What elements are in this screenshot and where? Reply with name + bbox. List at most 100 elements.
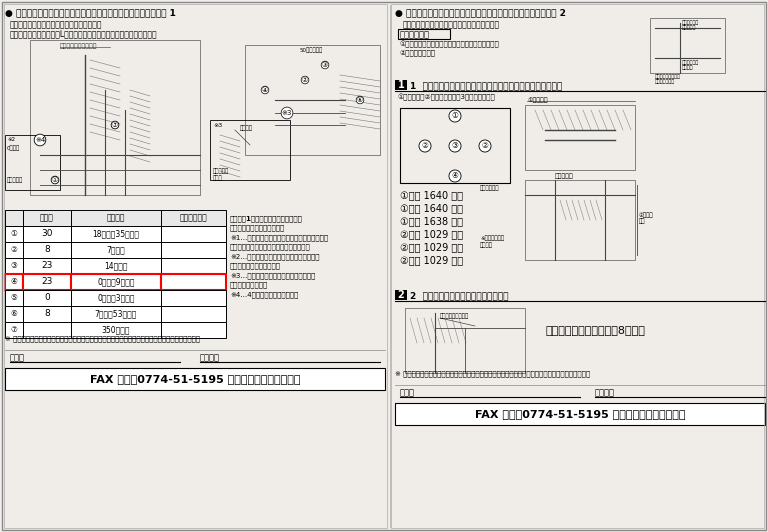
Text: サッシ枠の端からの: サッシ枠の端からの [655, 74, 681, 79]
Text: ※2: ※2 [7, 137, 15, 142]
Text: 7㎜以上: 7㎜以上 [107, 245, 125, 254]
Text: お名前: お名前 [400, 388, 415, 397]
Bar [71, 242, 161, 258]
Text: ①内のり幅: ①内のり幅 [527, 97, 548, 103]
Text: ※ 寸法は、スチール製（ステンレス製）メジャーで測ってください。（手巻用はやめてください。）: ※ 寸法は、スチール製（ステンレス製）メジャーで測ってください。（手巻用はやめて… [5, 335, 200, 342]
Text: ①: ① [52, 177, 58, 183]
Text: 内のり幅: 内のり幅 [682, 65, 694, 70]
Bar [23, 242, 71, 258]
Text: ※雨戸下レール: ※雨戸下レール [480, 235, 504, 240]
Text: 今お使いのサッシの各種寸法を測りましょう。: 今お使いのサッシの各種寸法を測りましょう。 [403, 20, 500, 29]
Text: ①上（ 1640 ）㎜: ①上（ 1640 ）㎜ [400, 190, 463, 200]
Bar [395, 403, 765, 425]
Bar [5, 274, 23, 290]
Text: 左記表に1つでも不適合がある場合は: 左記表に1つでも不適合がある場合は [230, 215, 303, 222]
Bar [161, 290, 226, 306]
Text: 左たて枠: 左たて枠 [240, 125, 253, 130]
Bar [210, 120, 290, 180]
Text: ※3: ※3 [282, 110, 292, 116]
Text: ⑥: ⑥ [357, 97, 363, 103]
Bar [5, 258, 23, 274]
Text: ②右（ 1029 ）㎜: ②右（ 1029 ）㎜ [400, 255, 463, 265]
Text: 1: 1 [398, 80, 405, 90]
Bar [23, 210, 71, 226]
Text: 2: 2 [398, 290, 405, 300]
Text: 雨戸上レール: 雨戸上レール [480, 185, 499, 190]
Text: 雨戸レール: 雨戸レール [7, 177, 23, 182]
Bar [405, 308, 525, 373]
Text: 【室外側】: 【室外側】 [555, 173, 574, 179]
Bar [5, 290, 23, 306]
Text: 8: 8 [44, 310, 50, 319]
Text: 雨戸レールの: 雨戸レールの [682, 60, 699, 65]
Text: ②左（ 1029 ）㎜: ②左（ 1029 ）㎜ [400, 229, 463, 239]
Text: ②: ② [482, 142, 488, 151]
Text: 内のり高さ: 内のり高さ [682, 25, 697, 30]
Bar [23, 322, 71, 338]
Text: ③: ③ [11, 262, 18, 270]
Bar [400, 108, 510, 183]
Text: 1  サッシ枠の雨戸レールの内のり幅と内のり高さを測ります: 1 サッシ枠の雨戸レールの内のり幅と内のり高さを測ります [410, 81, 562, 90]
Text: ・本商品は半外付け引違いサッシ専用です。: ・本商品は半外付け引違いサッシ専用です。 [10, 20, 102, 29]
Text: 30: 30 [41, 229, 53, 238]
Bar [161, 274, 226, 290]
Bar [71, 226, 161, 242]
Text: ①内のり幅・②内のり高さを各3ヶ所測ります。: ①内のり幅・②内のり高さを各3ヶ所測ります。 [398, 94, 496, 101]
Text: の上端: の上端 [480, 242, 493, 247]
Text: 0㎜以下: 0㎜以下 [7, 145, 20, 151]
Text: 本商品を取付けできません。: 本商品を取付けできません。 [230, 225, 285, 231]
Text: 注文番号: 注文番号 [595, 388, 615, 397]
Text: ③: ③ [322, 62, 328, 68]
Text: 2  外壁からサッシ枠の出幅を測ります: 2 外壁からサッシ枠の出幅を測ります [410, 291, 508, 300]
Text: 規定寸法: 規定寸法 [107, 213, 125, 222]
Text: 50㎜以上必要: 50㎜以上必要 [300, 47, 323, 53]
Text: 場合は取付できません。: 場合は取付できません。 [230, 262, 281, 269]
Text: 18㎜以上35㎜以下: 18㎜以上35㎜以下 [92, 229, 140, 238]
Text: ④: ④ [452, 171, 458, 180]
Bar [5, 322, 23, 338]
Text: ⑦: ⑦ [112, 122, 118, 128]
Bar [650, 18, 725, 73]
Bar [161, 210, 226, 226]
Text: ①下（ 1638 ）㎜: ①下（ 1638 ）㎜ [400, 216, 463, 226]
Bar [398, 29, 450, 39]
Text: 23: 23 [41, 262, 53, 270]
Text: ※3: ※3 [213, 123, 222, 128]
Bar [5, 368, 385, 390]
Text: ※3…左たて枠、戸当り部品がある場合は: ※3…左たて枠、戸当り部品がある場合は [230, 272, 316, 279]
Text: ②サッシ枠の出幅: ②サッシ枠の出幅 [400, 49, 436, 56]
Text: ④: ④ [11, 278, 18, 287]
Text: ⑤: ⑤ [11, 294, 18, 303]
Text: 7㎜以上53㎜以下: 7㎜以上53㎜以下 [94, 310, 137, 319]
Text: サッシ枠の出幅寸法（　8　）㎜: サッシ枠の出幅寸法（ 8 ）㎜ [545, 325, 645, 335]
Text: 取付できません。: 取付できません。 [230, 281, 268, 288]
Bar [71, 258, 161, 274]
Text: ※1…下枠の雨戸レールの内から出しが、たて枠: ※1…下枠の雨戸レールの内から出しが、たて枠 [230, 234, 328, 240]
Text: FAX 番号：0774-51-5195 にそのまま送信ください: FAX 番号：0774-51-5195 にそのまま送信ください [475, 409, 685, 419]
Text: お名前: お名前 [10, 353, 25, 362]
Text: ・入り隅サッシの片側がL字の場合は取付スペースに注意して下さい。: ・入り隅サッシの片側がL字の場合は取付スペースに注意して下さい。 [10, 29, 157, 38]
Text: ①: ① [11, 229, 18, 238]
Bar [245, 45, 380, 155]
Text: ②: ② [11, 245, 18, 254]
Bar [23, 274, 71, 290]
Bar [5, 210, 23, 226]
Bar [23, 306, 71, 322]
Text: ※ 寸法は、スチール製（ステンレス製）メジャーで測ってください。（手巻用はやめてください。）: ※ 寸法は、スチール製（ステンレス製）メジャーで測ってください。（手巻用はやめて… [395, 370, 590, 377]
Bar [5, 135, 60, 190]
Text: FAX 番号：0774-51-5195 にそのまま送信ください: FAX 番号：0774-51-5195 にそのまま送信ください [90, 374, 300, 384]
Text: 350㎜以上: 350㎜以上 [101, 326, 131, 335]
Text: 0㎜以上3㎜以下: 0㎜以上3㎜以下 [98, 294, 134, 303]
Text: より内側にある場合は取付できません。: より内側にある場合は取付できません。 [230, 244, 311, 250]
Bar [5, 306, 23, 322]
Text: ● エコ引き違い雨戸用既存サッシ枠（半外付用）寸法記入シート 2: ● エコ引き違い雨戸用既存サッシ枠（半外付用）寸法記入シート 2 [395, 8, 566, 17]
Bar [71, 322, 161, 338]
Text: 注文番号: 注文番号 [200, 353, 220, 362]
Bar [23, 226, 71, 242]
Bar [71, 210, 161, 226]
Bar [161, 306, 226, 322]
Bar [395, 290, 407, 300]
Text: ● エコ引き違い雨戸用既存サッシ枠（半外付用）寸法記入シート 1: ● エコ引き違い雨戸用既存サッシ枠（半外付用）寸法記入シート 1 [5, 8, 176, 17]
Text: ※4…4枚建の場合に必要です。: ※4…4枚建の場合に必要です。 [230, 291, 299, 297]
Text: ④: ④ [262, 87, 268, 93]
